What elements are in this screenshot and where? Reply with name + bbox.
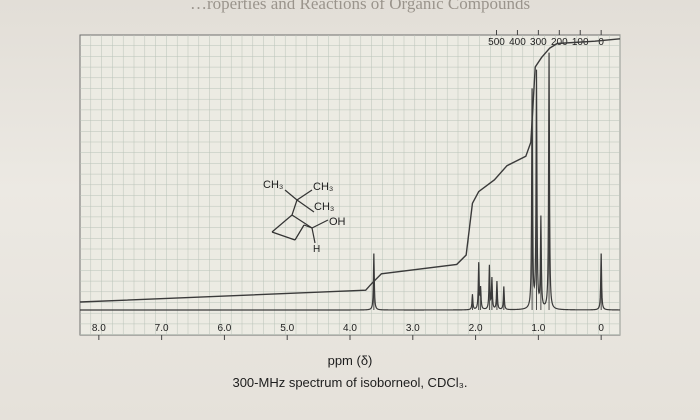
x-axis: 8.0 7.0 6.0 5.0 4.0 3.0 2.0 1.0 0 (92, 323, 604, 340)
x-tick-label: 2.0 (469, 323, 483, 334)
spectrum-trace (80, 52, 620, 311)
peaks (373, 53, 602, 310)
x-tick-label: 4.0 (343, 323, 357, 334)
molecule-structure (271, 189, 329, 244)
top-tick-label: 200 (551, 37, 568, 48)
struct-label-ch3-right: CH₃ (313, 181, 333, 193)
x-tick-label: 5.0 (280, 323, 294, 334)
struct-label-oh: OH (329, 216, 346, 228)
x-tick-label: 7.0 (155, 323, 169, 334)
struct-label-ch3-left: CH₃ (263, 179, 283, 191)
struct-label-ch3-lower: CH₃ (314, 201, 334, 213)
top-tick-label: 500 (488, 37, 505, 48)
top-tick-label: 300 (530, 37, 547, 48)
x-tick-label: 8.0 (92, 323, 106, 334)
x-tick-label: 3.0 (406, 323, 420, 334)
integral-curve (79, 38, 621, 303)
x-tick-label: 1.0 (531, 323, 545, 334)
top-tick-label: 0 (598, 37, 604, 48)
top-tick-label: 400 (509, 37, 526, 48)
figure-caption: 300-MHz spectrum of isoborneol, CDCl₃. (232, 375, 468, 390)
x-tick-label: 6.0 (217, 323, 231, 334)
struct-label-h: H (313, 244, 320, 255)
x-tick-label: 0 (598, 323, 604, 334)
book-header: …roperties and Reactions of Organic Comp… (190, 0, 531, 13)
x-axis-label: ppm (δ) (327, 353, 373, 368)
grid (80, 35, 621, 335)
